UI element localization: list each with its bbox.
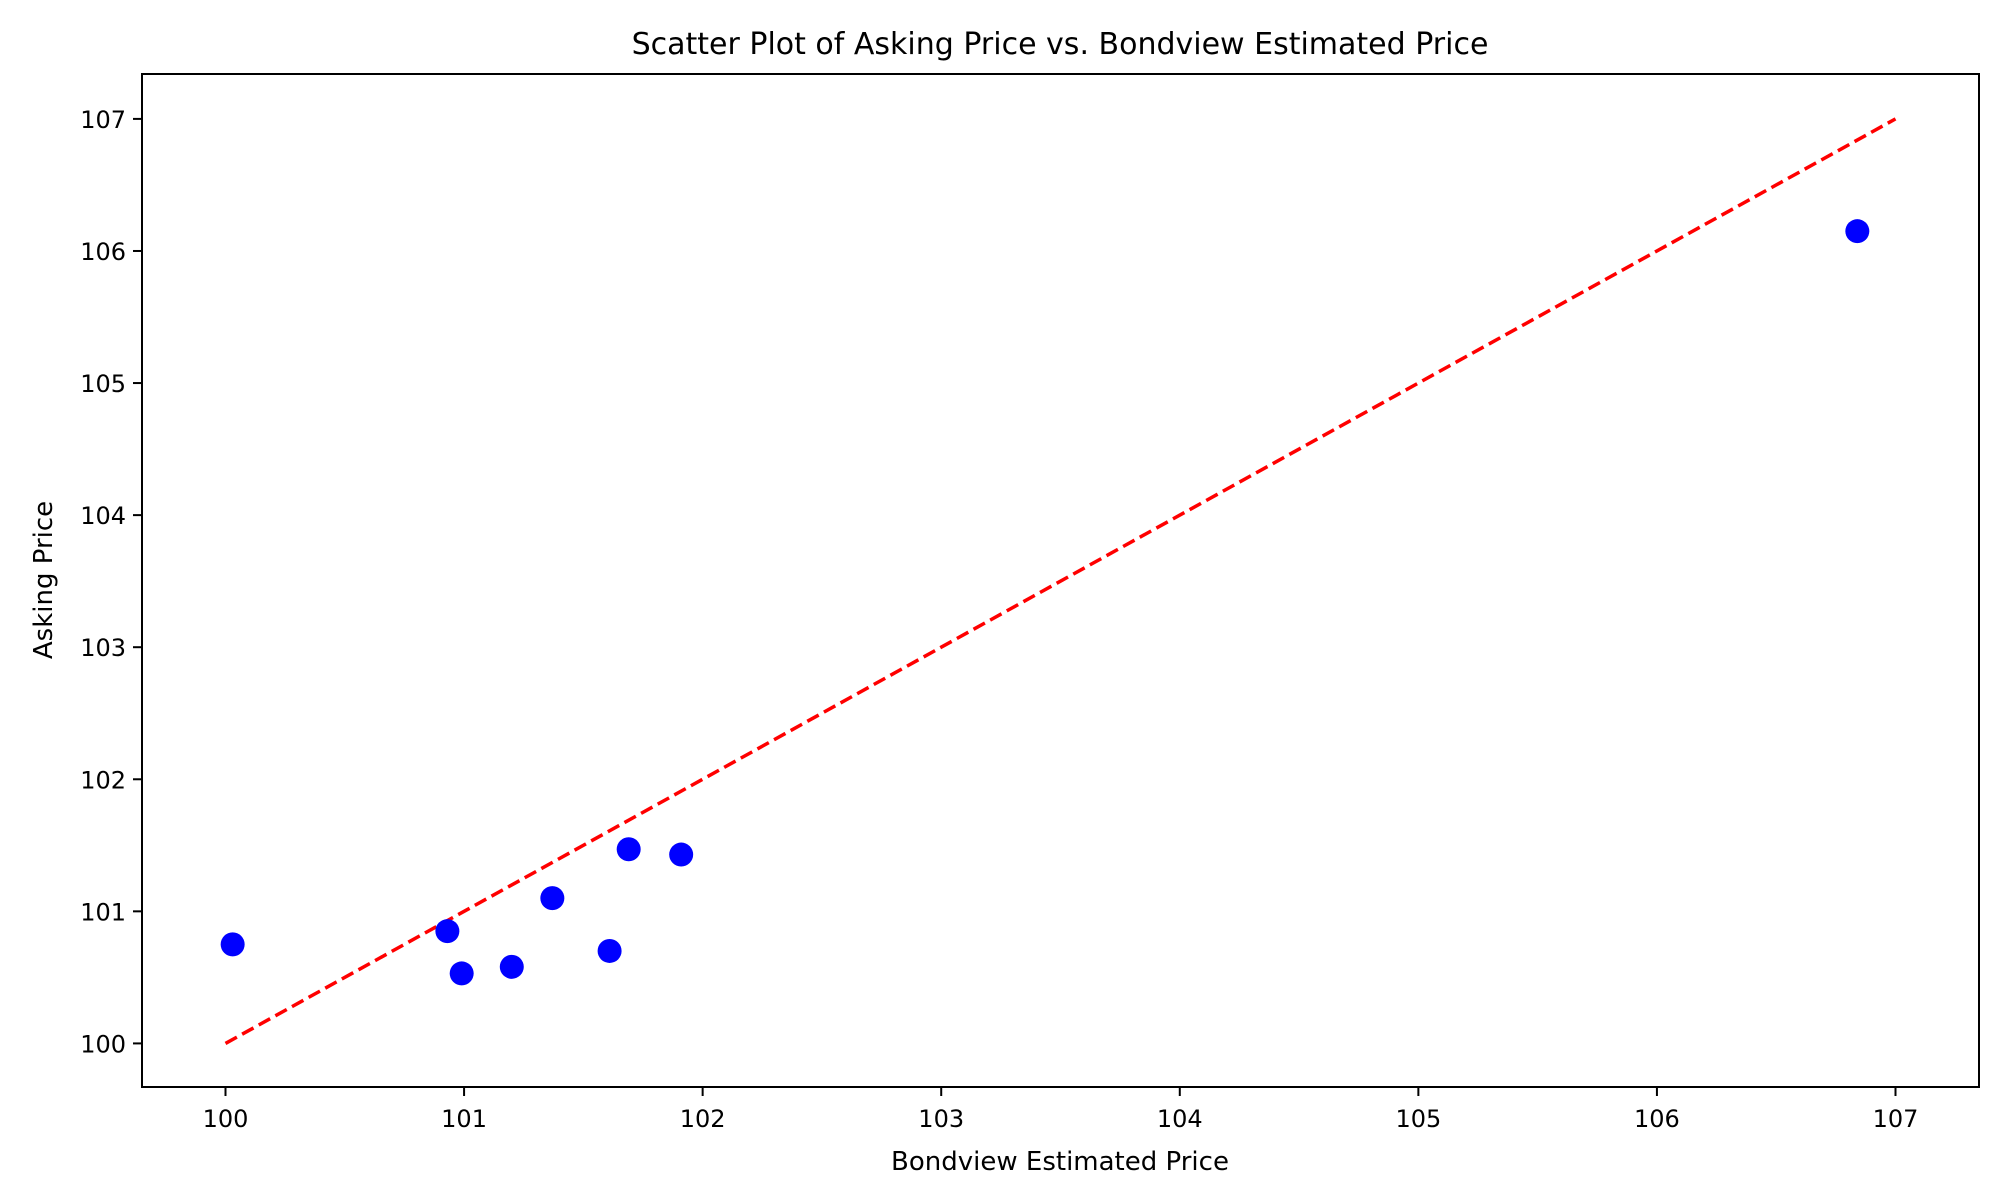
data-point: [669, 842, 694, 867]
data-point: [616, 837, 641, 862]
data-point: [220, 932, 245, 957]
y-tick-label: 101: [80, 898, 126, 926]
x-axis-label: Bondview Estimated Price: [891, 1147, 1229, 1177]
x-tick-label: 107: [1873, 1105, 1919, 1133]
y-tick-label: 103: [80, 634, 126, 662]
y-tick-label: 102: [80, 766, 126, 794]
data-point: [435, 919, 460, 944]
data-point: [1845, 219, 1870, 244]
x-tick-label: 103: [918, 1105, 964, 1133]
y-tick-label: 100: [80, 1030, 126, 1058]
data-point: [499, 954, 524, 979]
reference-line: [224, 117, 1897, 1045]
data-point: [449, 961, 474, 986]
x-tick-label: 100: [203, 1105, 249, 1133]
x-tick-label: 105: [1395, 1105, 1441, 1133]
x-tick-label: 104: [1157, 1105, 1203, 1133]
plot-frame: [141, 73, 1980, 1088]
chart-title: Scatter Plot of Asking Price vs. Bondvie…: [632, 27, 1489, 62]
data-point: [540, 886, 565, 911]
y-tick-label: 104: [80, 502, 126, 530]
y-axis-label: Asking Price: [29, 501, 59, 659]
y-tick-label: 105: [80, 370, 126, 398]
x-tick-label: 106: [1634, 1105, 1680, 1133]
y-tick-label: 107: [80, 106, 126, 134]
x-tick-label: 102: [680, 1105, 726, 1133]
x-tick-label: 101: [441, 1105, 487, 1133]
data-point: [597, 938, 622, 963]
y-tick-label: 106: [80, 238, 126, 266]
